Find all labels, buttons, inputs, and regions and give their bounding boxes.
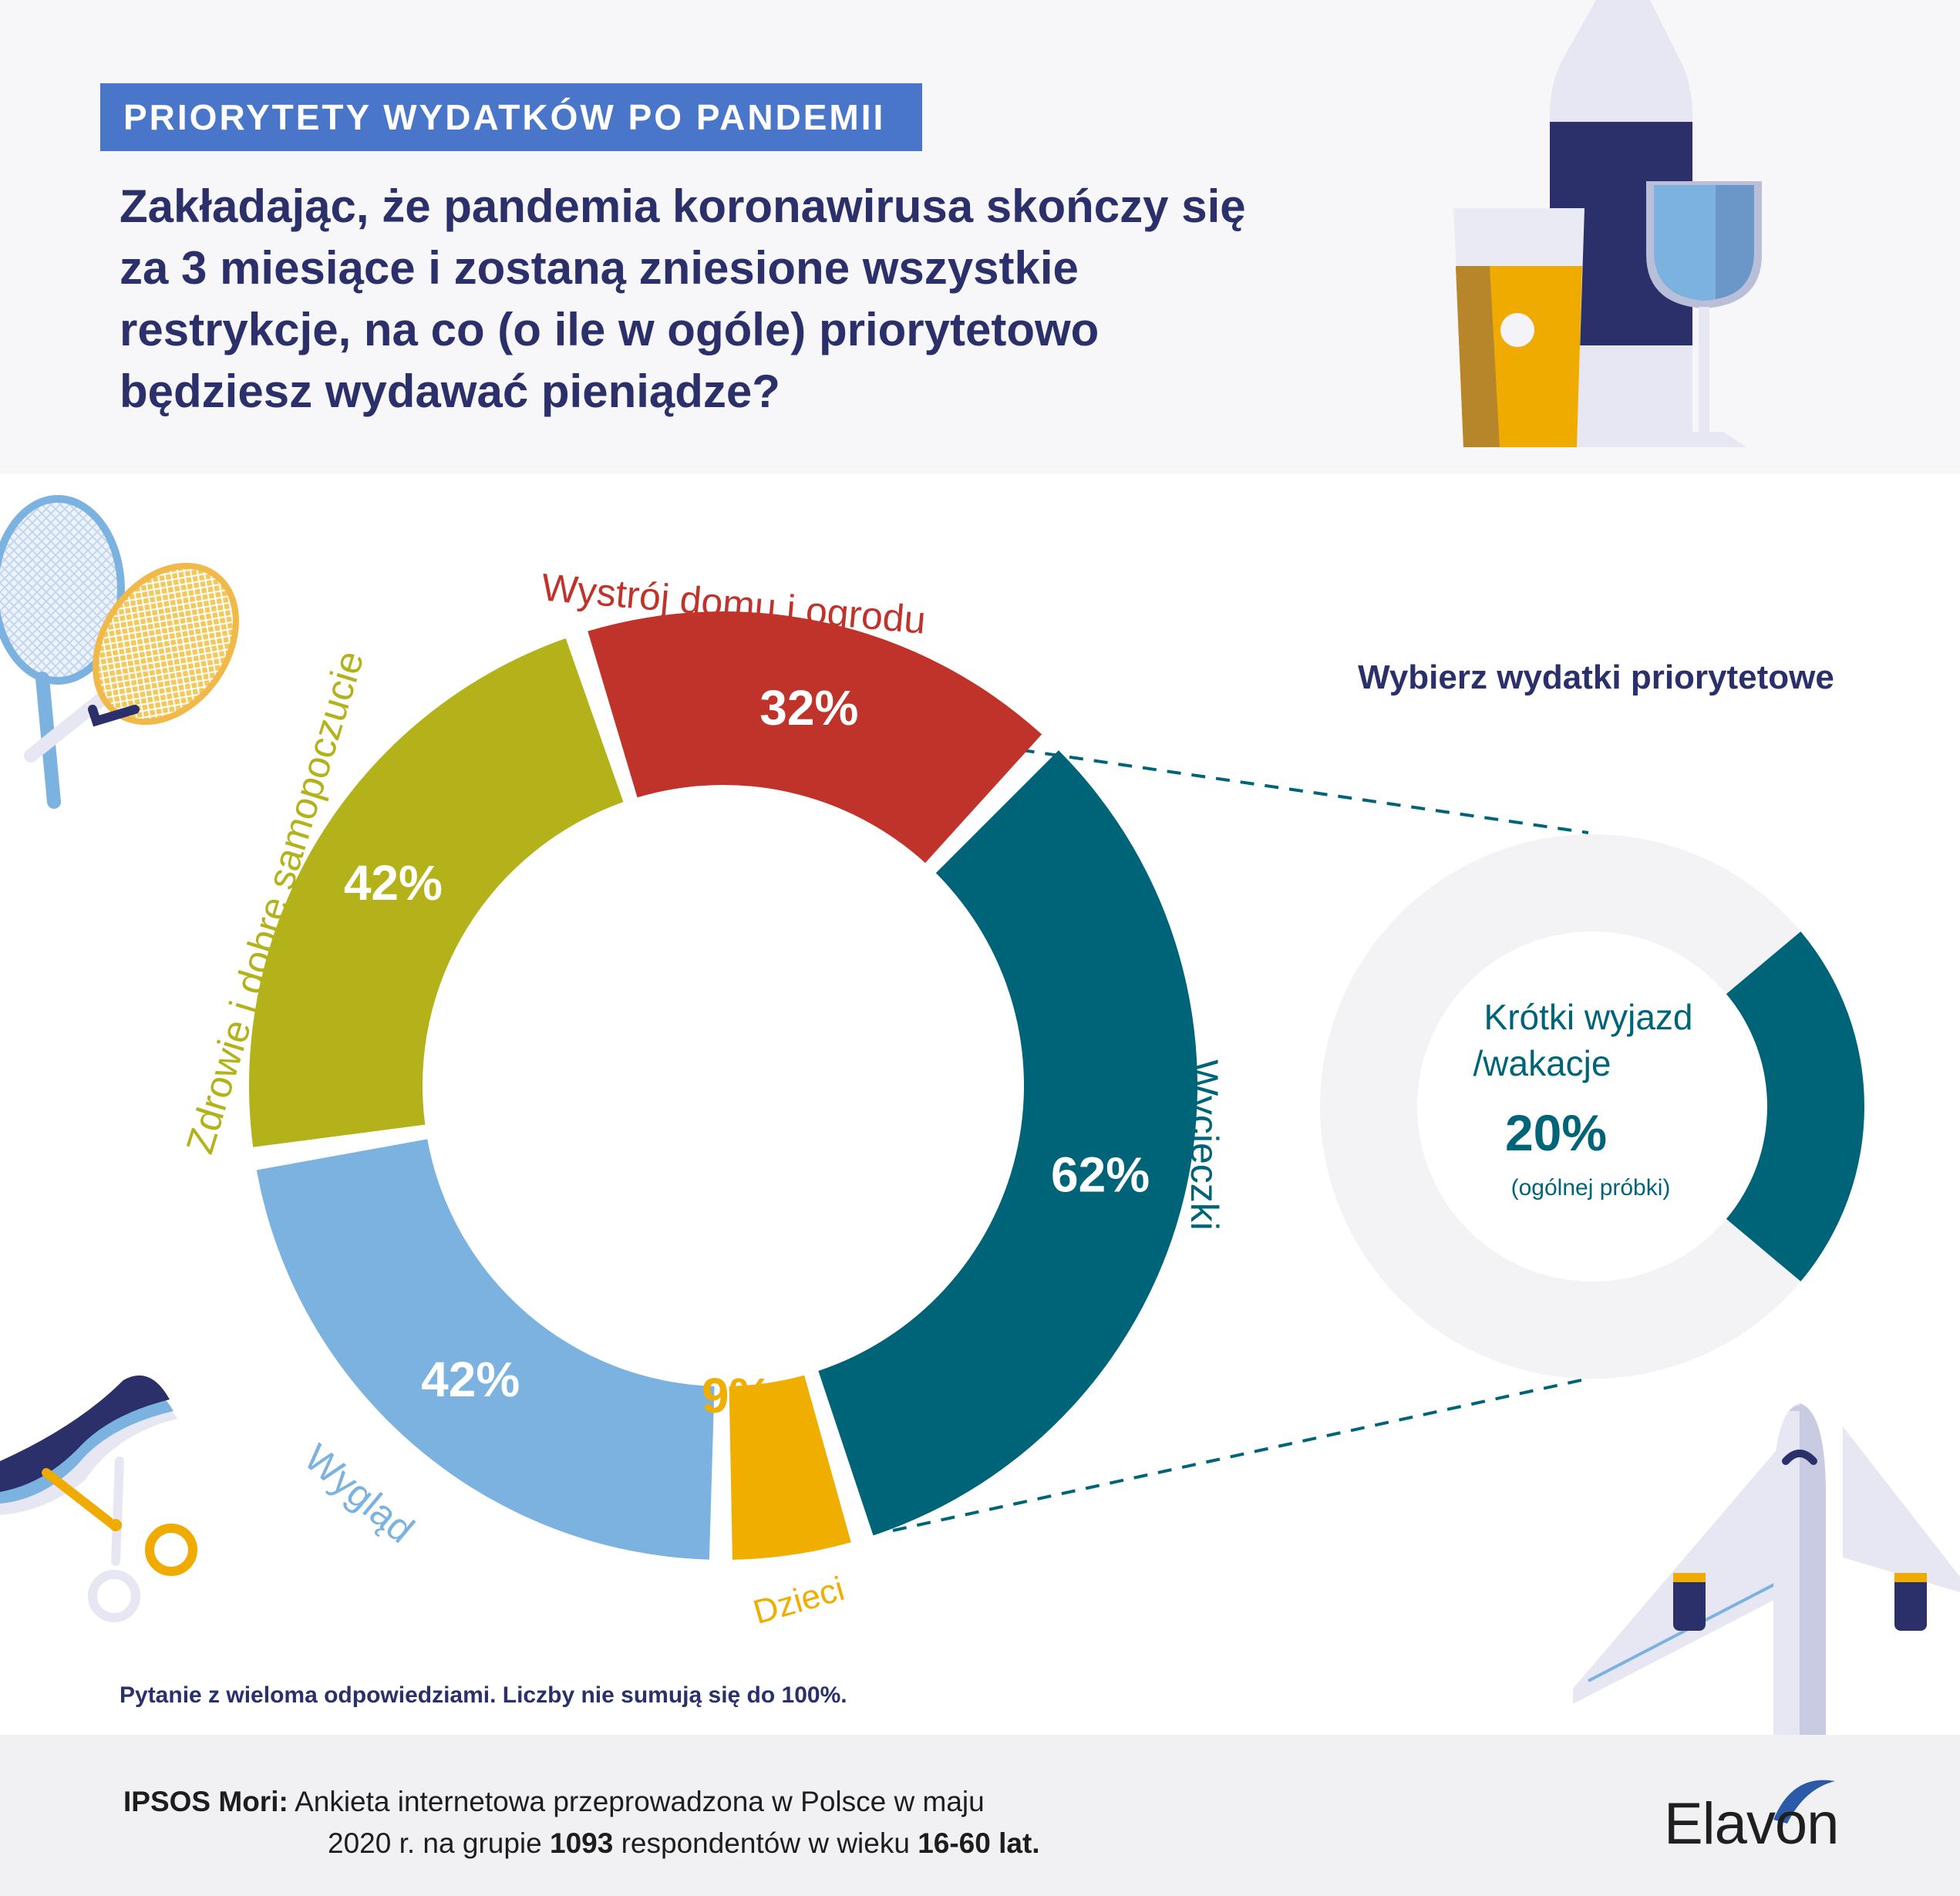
detail-title: Wybierz wydatki priorytetowe (1358, 658, 1834, 696)
main-donut-chart (249, 611, 1198, 1560)
source-text-2a: 2020 r. na grupie (328, 1827, 542, 1859)
donut-segment-appearance (256, 1139, 715, 1560)
drinks-illustration (1453, 0, 1762, 447)
segment-label-appearance: Wygląd (296, 1436, 422, 1551)
detail-donut-segment (1726, 931, 1864, 1281)
elavon-swoosh-icon (1773, 1780, 1835, 1824)
donut-segment-children (729, 1375, 851, 1560)
detail-note: (ogólnej próbki) (1511, 1175, 1671, 1201)
detail-donut-chart (1320, 834, 1864, 1379)
donut-value-appearance: 42% (421, 1352, 520, 1407)
detail-value: 20% (1505, 1104, 1607, 1161)
source-age-range: 16-60 lat. (918, 1827, 1040, 1859)
source-text-1: Ankieta internetowa przeprowadzona w Pol… (295, 1786, 985, 1817)
footnote: Pytanie z wieloma odpowiedziami. Liczby … (120, 1682, 847, 1708)
survey-question: Zakładając, że pandemia koronawirusa sko… (120, 180, 1246, 417)
source-label: IPSOS Mori: (123, 1786, 288, 1817)
donut-segment-home-garden (588, 611, 1042, 864)
segment-label-children: Dzieci (749, 1570, 849, 1632)
detail-label-line2: /wakacje (1473, 1043, 1611, 1083)
section-badge: PRIORYTETY WYDATKÓW PO PANDEMII (100, 83, 923, 151)
source-sample-size: 1093 (550, 1827, 614, 1859)
airplane-icon (1573, 1403, 1960, 1735)
donut-value-home-garden: 32% (759, 680, 858, 736)
connector-line-bottom (892, 1377, 1589, 1532)
donut-value-health: 42% (344, 855, 443, 911)
segment-label-trips: Wycieczki (1183, 1059, 1226, 1231)
donut-value-children: 9% (702, 1368, 773, 1423)
scissors-hair-icon (0, 1375, 197, 1622)
brand-logo: Elavon (1664, 1791, 1839, 1857)
donut-value-trips: 62% (1051, 1147, 1150, 1202)
source-line-1: IPSOS Mori: Ankieta internetowa przeprow… (123, 1781, 1040, 1823)
connector-line-top (995, 745, 1589, 834)
source-note: IPSOS Mori: Ankieta internetowa przeprow… (123, 1781, 1040, 1864)
source-text-2b: respondentów w wieku (621, 1827, 910, 1859)
detail-label-line1: Krótki wyjazd (1484, 997, 1693, 1037)
footer-band (0, 1735, 1960, 1896)
source-line-2: 2020 r. na grupie 1093 respondentów w wi… (123, 1823, 1040, 1864)
donut-segment-trips (818, 750, 1198, 1536)
main-donut-value-labels: 32% 62% 9% 42% 42% (344, 680, 1150, 1423)
donut-segment-health (249, 638, 624, 1147)
tennis-rackets-icon (0, 495, 239, 809)
